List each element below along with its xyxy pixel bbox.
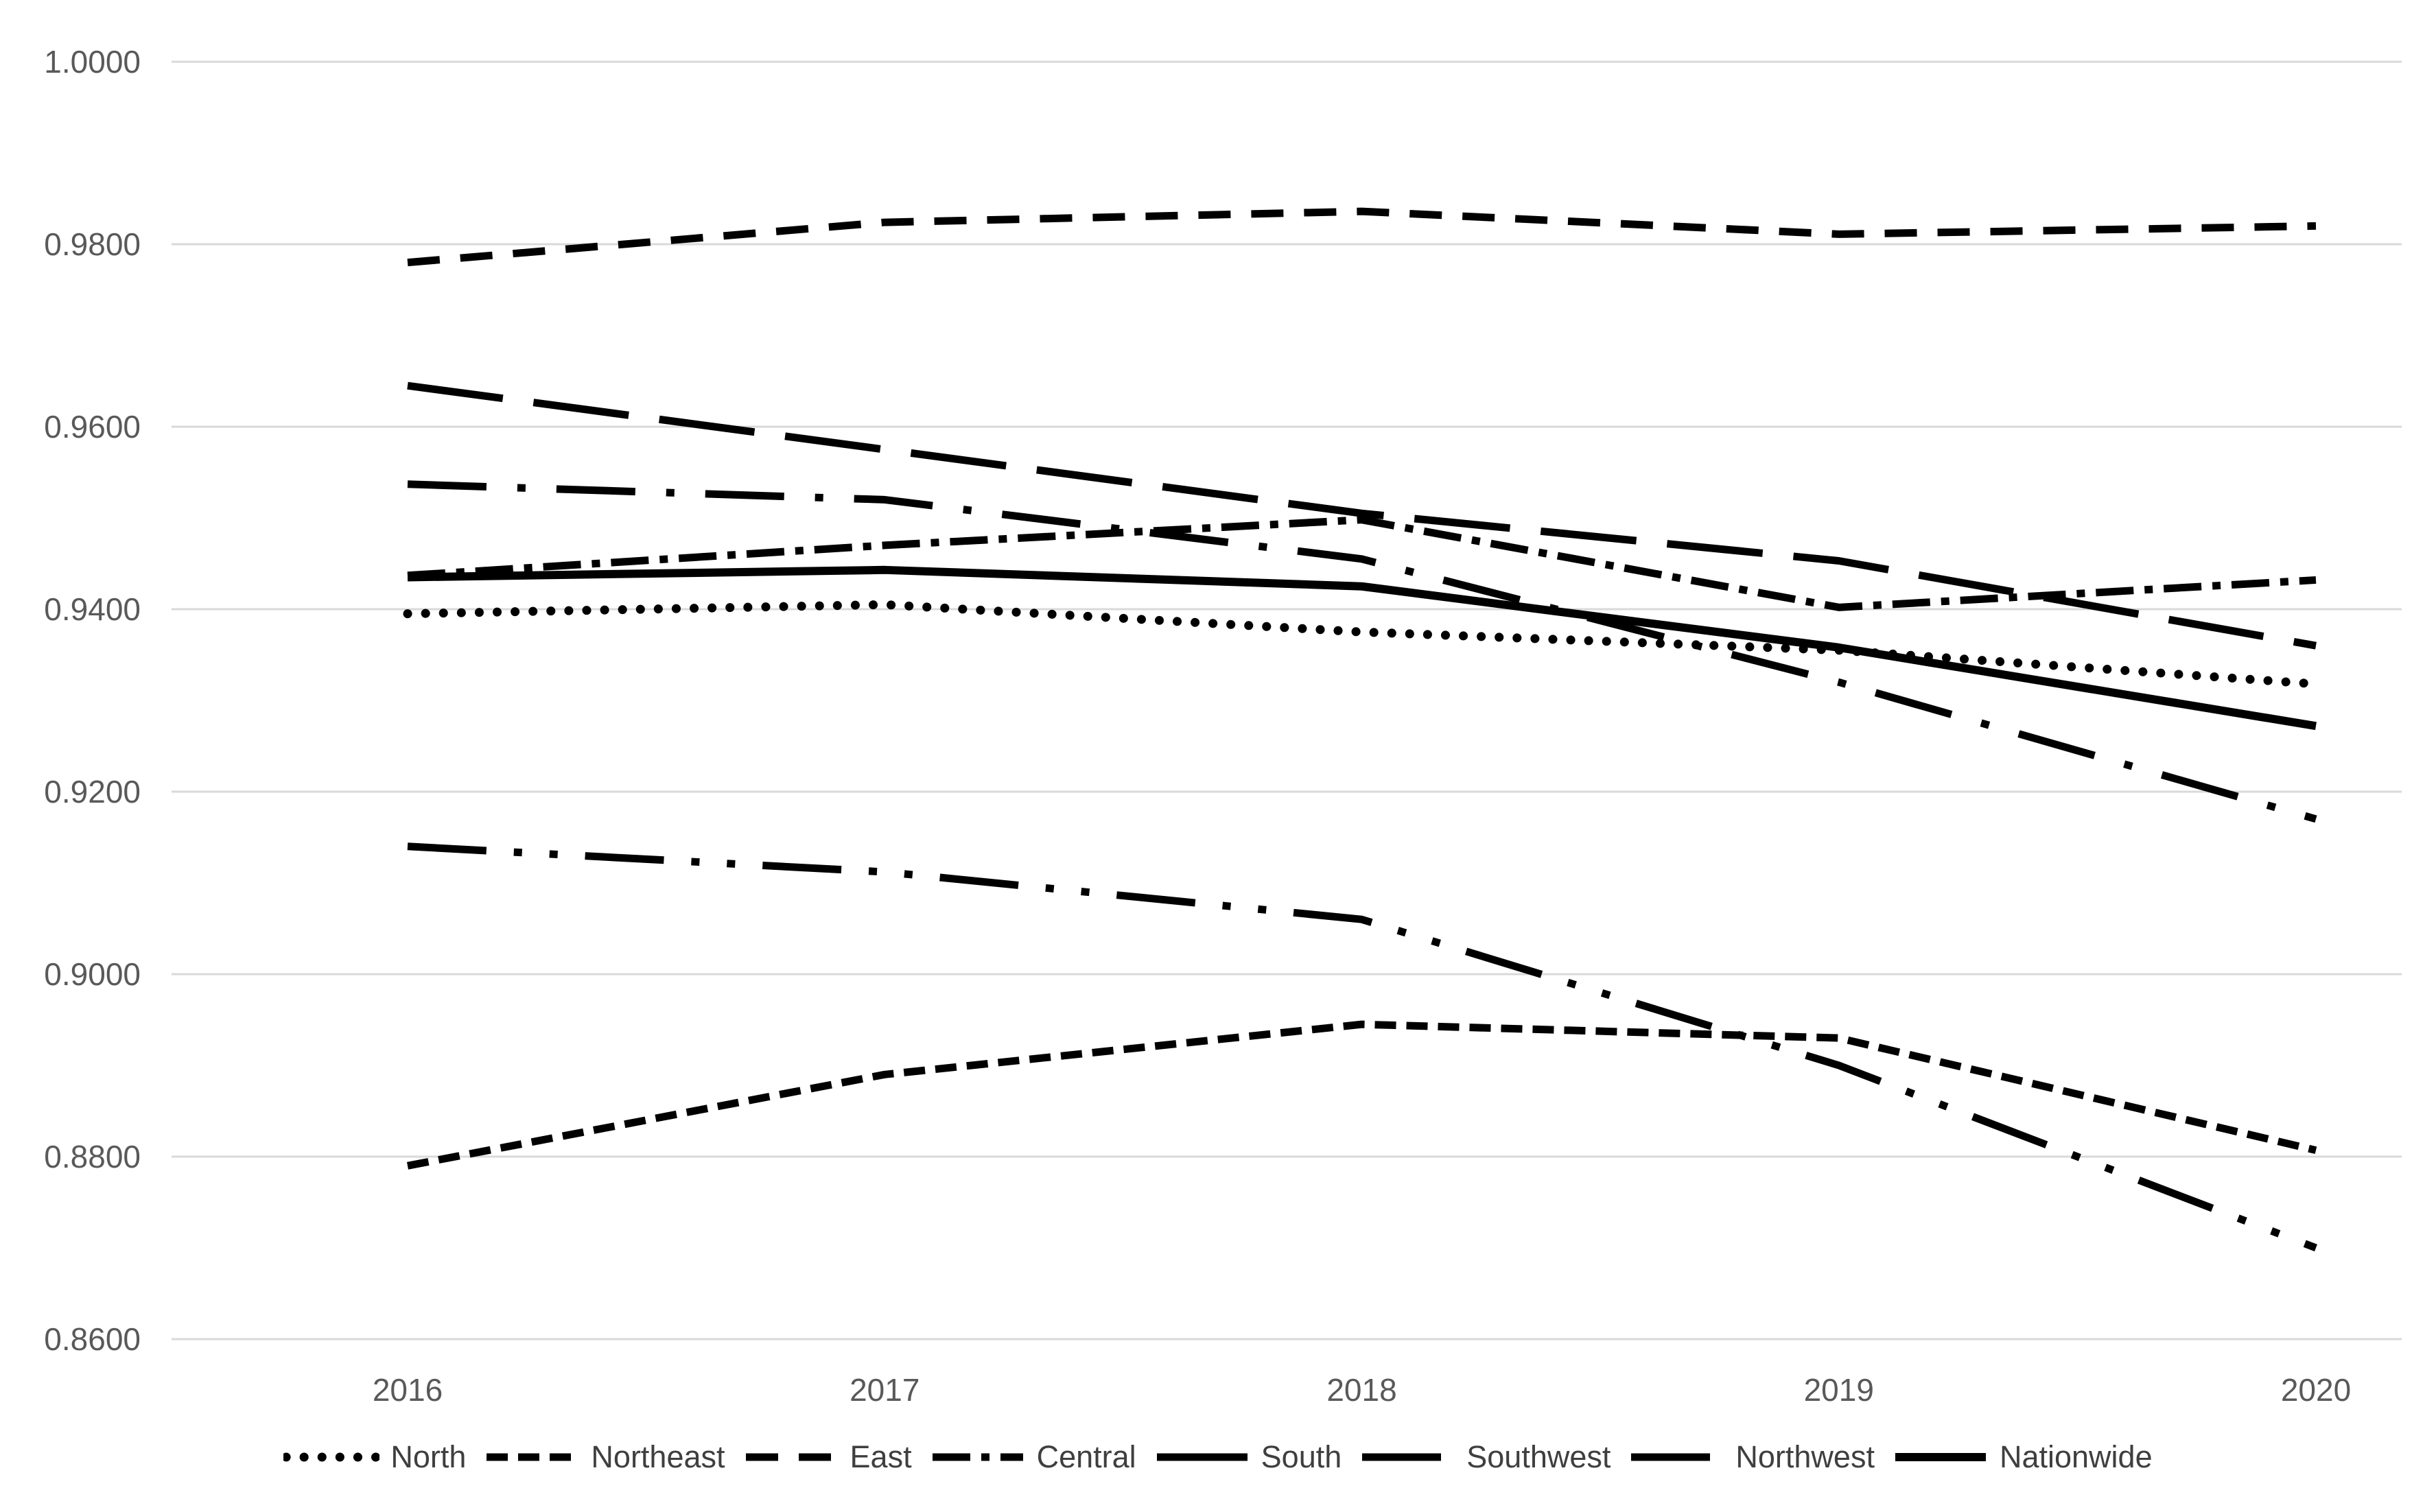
legend-item-north: North <box>283 1439 466 1475</box>
series-line-nationwide <box>407 565 2317 731</box>
gridlines <box>172 60 2402 1340</box>
x-tick-label: 2017 <box>850 1372 920 1408</box>
legend-label: East <box>850 1439 912 1474</box>
legend-swatch-long-dash-dot-icon <box>1362 1453 1453 1461</box>
x-axis-tick-labels: 2016 2017 2018 2019 2020 <box>373 1372 2351 1408</box>
series-line-southwest <box>407 480 2317 823</box>
y-axis-tick-labels: 1.0000 0.9800 0.9600 0.9400 0.9200 0.9000 0.88… <box>44 44 141 1357</box>
legend-label: Nationwide <box>1999 1439 2153 1474</box>
series-line-south <box>407 381 2317 650</box>
legend-swatch-long-dash-dot-dot-icon <box>1631 1453 1722 1461</box>
y-tick-label: 0.8600 <box>44 1321 141 1357</box>
legend-swatch-dash-dot-icon <box>932 1453 1023 1461</box>
series-line-north <box>403 600 2321 689</box>
y-tick-label: 0.8800 <box>44 1139 141 1174</box>
series-line-northwest <box>407 842 2317 1252</box>
line-chart-canvas: 1.0000 0.9800 0.9600 0.9400 0.9200 0.9000 0.88… <box>44 44 2402 1408</box>
legend-item-central: Central <box>930 1439 1136 1475</box>
x-tick-label: 2016 <box>373 1372 443 1408</box>
series-lines <box>403 207 2321 1252</box>
legend-label: Southwest <box>1466 1439 1611 1474</box>
series-line-east <box>407 207 2317 267</box>
legend-label: South <box>1261 1439 1342 1474</box>
legend-item-northeast: Northeast <box>484 1439 725 1475</box>
legend-item-south: South <box>1154 1439 1342 1475</box>
y-tick-label: 0.9200 <box>44 774 141 810</box>
legend-label: Northwest <box>1735 1439 1875 1474</box>
legend-item-east: East <box>743 1439 912 1475</box>
x-tick-label: 2020 <box>2281 1372 2351 1408</box>
legend-label: Northeast <box>591 1439 725 1474</box>
y-tick-label: 0.9800 <box>44 226 141 262</box>
legend-swatch-short-dash-icon <box>487 1453 578 1461</box>
legend-item-northwest: Northwest <box>1628 1439 1875 1475</box>
legend-item-nationwide: Nationwide <box>1893 1439 2153 1475</box>
legend-swatch-long-dash-icon <box>1156 1453 1248 1461</box>
legend-swatch-dot-icon <box>283 1452 380 1462</box>
legend-label: Central <box>1036 1439 1136 1474</box>
legend: North Northeast East Central South Southwest N… <box>0 1439 2436 1475</box>
series-line-northeast <box>406 1020 2317 1170</box>
y-tick-label: 0.9600 <box>44 409 141 445</box>
legend-swatch-dash-icon <box>745 1453 836 1461</box>
x-tick-label: 2018 <box>1326 1372 1396 1408</box>
y-tick-label: 0.9400 <box>44 591 141 627</box>
series-line-central <box>407 516 2317 611</box>
y-tick-label: 0.9000 <box>44 956 141 992</box>
x-tick-label: 2019 <box>1804 1372 1874 1408</box>
legend-swatch-solid-icon <box>1895 1453 1986 1461</box>
legend-label: North <box>390 1439 467 1474</box>
legend-item-southwest: Southwest <box>1359 1439 1611 1475</box>
y-tick-label: 1.0000 <box>44 44 141 80</box>
